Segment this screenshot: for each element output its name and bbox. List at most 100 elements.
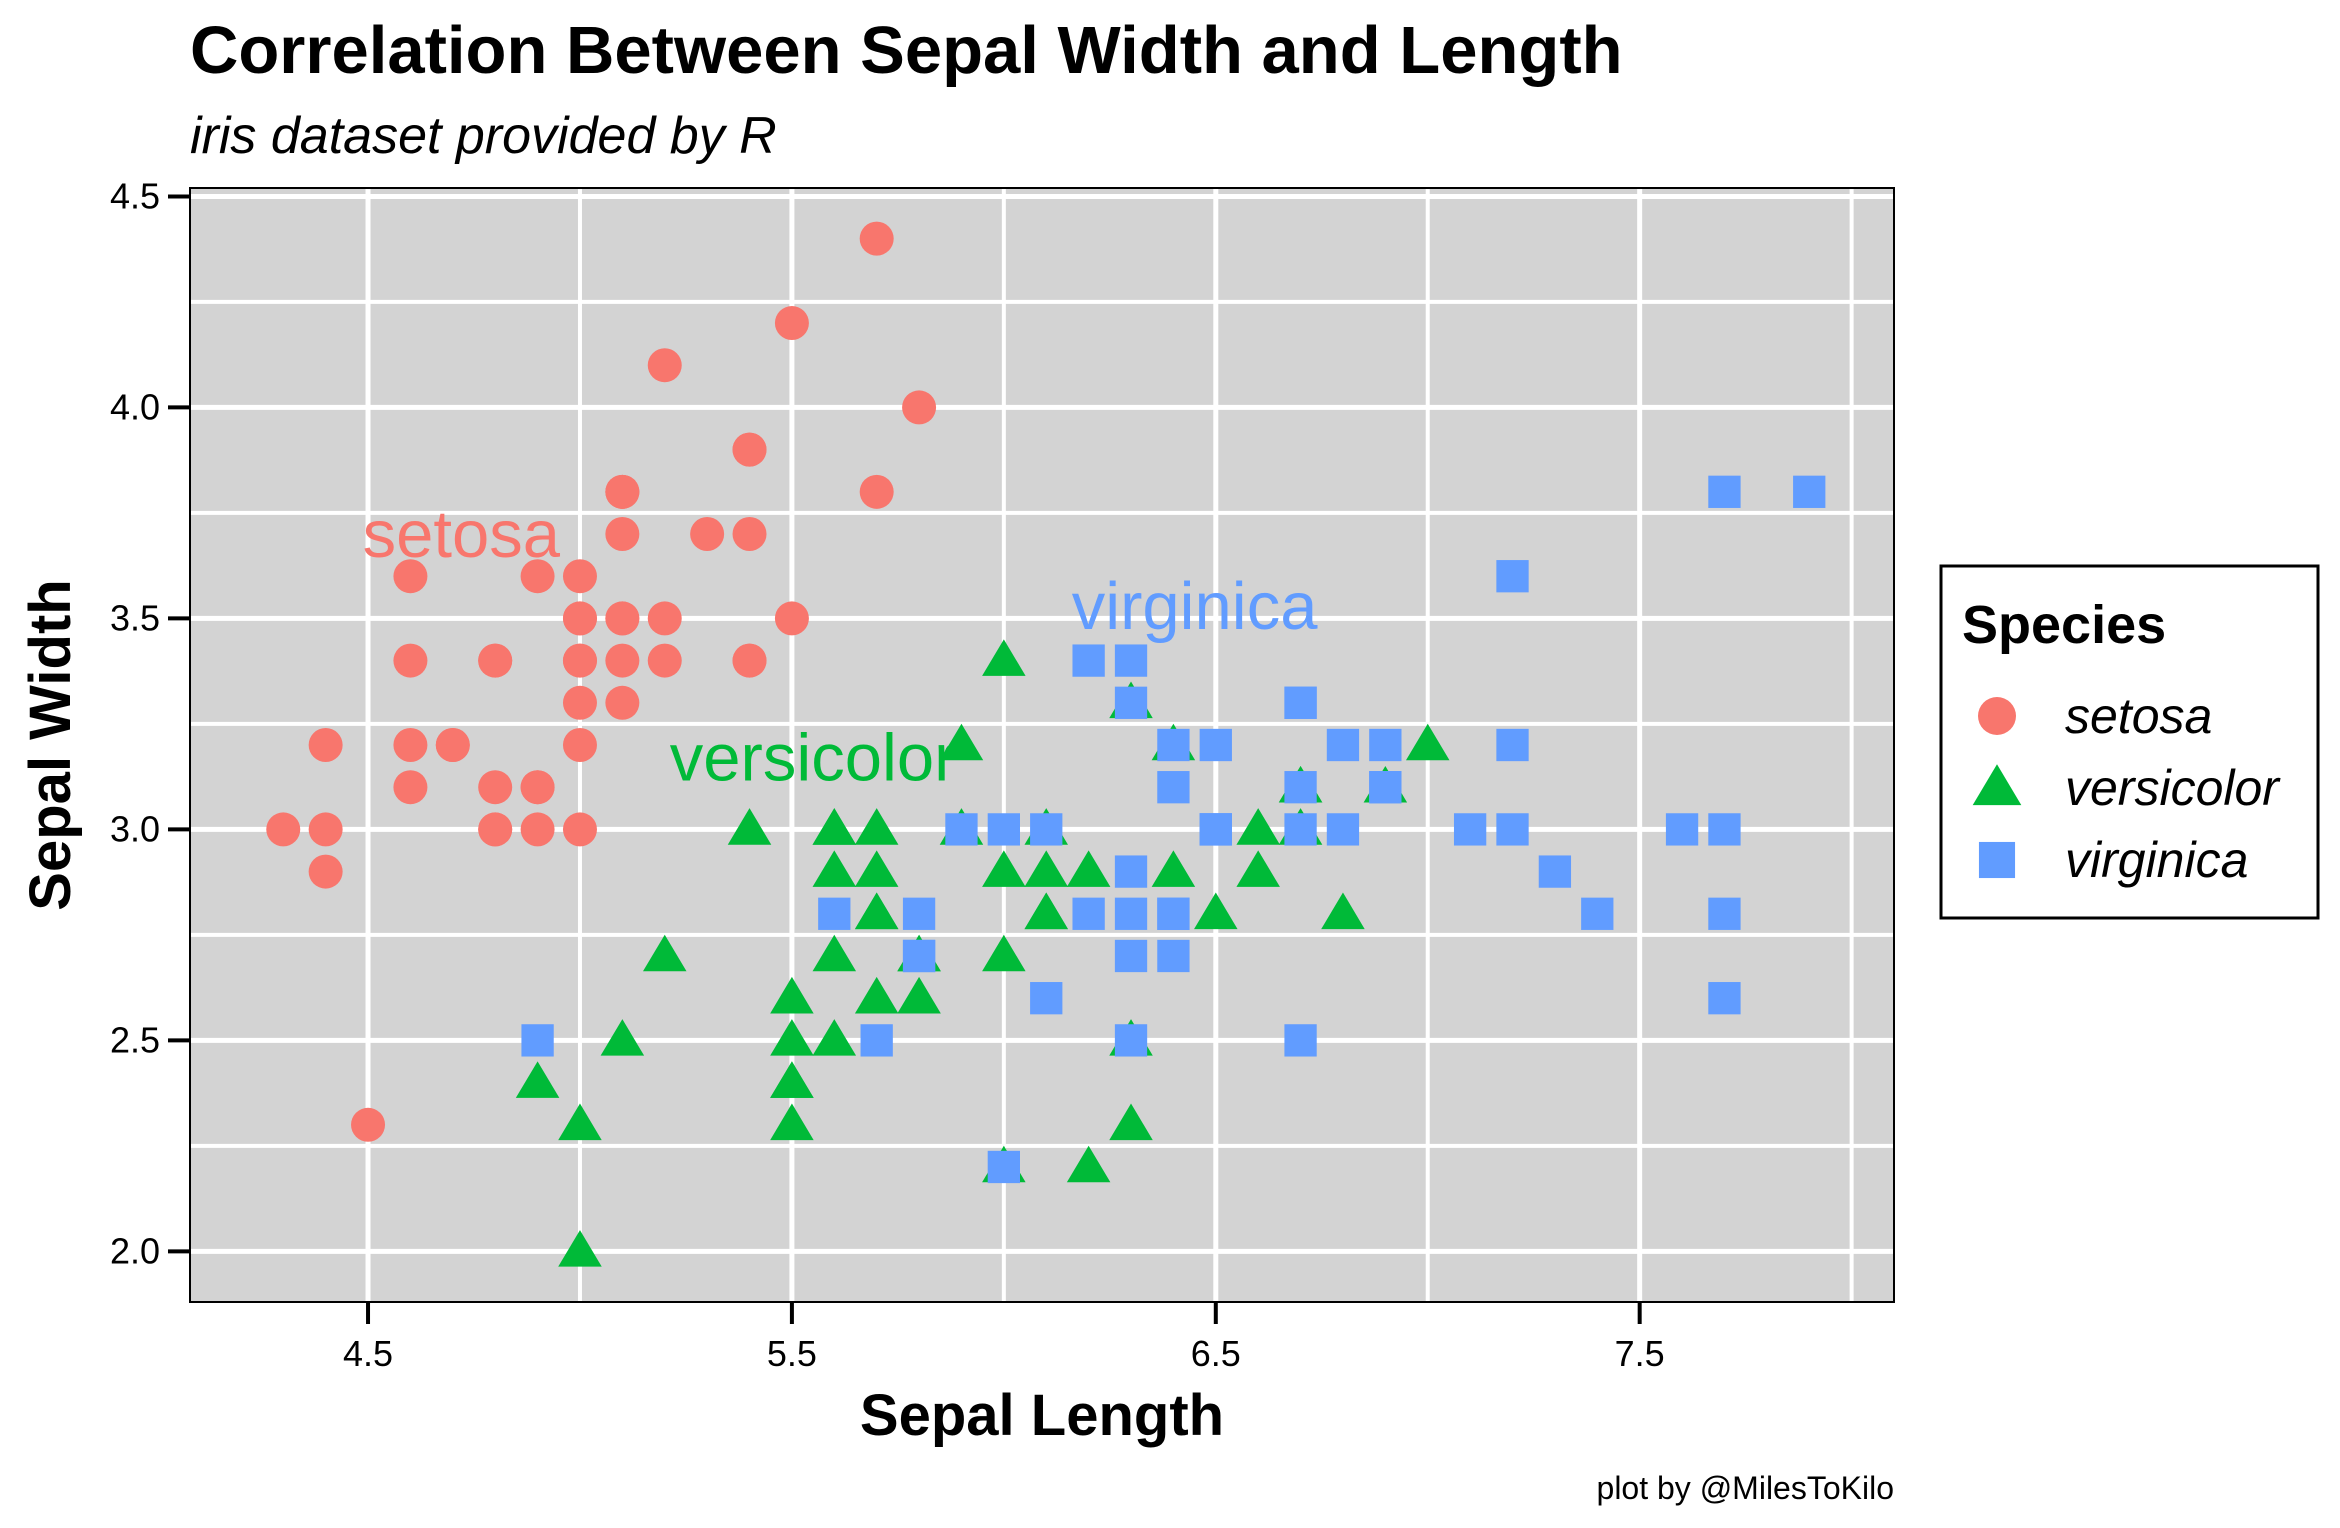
data-point-setosa: [308, 728, 343, 762]
legend-label-versicolor: versicolor: [2065, 760, 2281, 816]
data-point-versicolor: [1066, 850, 1111, 887]
data-point-setosa: [478, 770, 513, 805]
y-tick-label: 4.0: [110, 386, 160, 427]
data-point-versicolor: [812, 850, 857, 887]
data-point-virginica: [818, 897, 851, 930]
data-point-setosa: [732, 643, 767, 678]
data-point-setosa: [520, 812, 555, 847]
data-point-versicolor: [727, 808, 772, 845]
data-point-virginica: [987, 1150, 1021, 1184]
data-point-versicolor: [770, 1103, 814, 1141]
data-point-versicolor: [854, 892, 899, 930]
legend-title: Species: [1962, 595, 2166, 655]
data-point-setosa: [393, 559, 428, 594]
legend-key-setosa: [1978, 697, 2016, 735]
data-point-virginica: [1114, 1024, 1148, 1057]
data-point-versicolor: [1109, 1103, 1153, 1141]
data-point-virginica: [1114, 939, 1148, 973]
data-point-versicolor: [1151, 850, 1196, 887]
x-tick-label: 7.5: [1615, 1333, 1665, 1374]
data-point-virginica: [1157, 939, 1190, 973]
data-point-virginica: [1114, 644, 1148, 677]
data-point-virginica: [1708, 982, 1741, 1015]
data-point-virginica: [1114, 855, 1148, 888]
y-tick-label: 3.5: [110, 597, 160, 638]
data-point-setosa: [732, 432, 767, 467]
data-point-setosa: [520, 559, 555, 594]
data-point-setosa: [647, 348, 682, 383]
data-point-virginica: [521, 1024, 554, 1057]
data-point-virginica: [1072, 644, 1105, 677]
data-point-virginica: [1284, 813, 1317, 846]
data-point-setosa: [562, 685, 597, 720]
data-point-virginica: [1030, 813, 1063, 846]
y-tick-label: 2.5: [110, 1019, 160, 1060]
data-point-setosa: [308, 854, 343, 889]
data-point-setosa: [605, 474, 640, 509]
legend-entries: setosa versicolor virginica: [1972, 688, 2281, 888]
legend-key-virginica: [1978, 841, 2016, 879]
data-point-virginica: [945, 813, 978, 846]
data-point-virginica: [1453, 813, 1487, 846]
y-tick-label: 3.0: [110, 808, 160, 849]
data-point-versicolor: [1405, 723, 1450, 761]
data-point-setosa: [562, 812, 597, 847]
legend-label-setosa: setosa: [2065, 688, 2212, 744]
data-point-virginica: [1030, 982, 1063, 1015]
data-point-setosa: [308, 812, 343, 847]
data-point-virginica: [902, 897, 936, 930]
data-point-versicolor: [642, 934, 687, 972]
data-point-versicolor: [982, 850, 1026, 887]
data-point-versicolor: [1236, 808, 1280, 845]
data-point-versicolor: [1236, 850, 1280, 887]
data-point-virginica: [1114, 686, 1148, 719]
y-tick-label: 2.0: [110, 1230, 160, 1271]
annotation-virginica: virginica: [1072, 569, 1318, 644]
data-point-virginica: [1199, 728, 1232, 762]
data-point-setosa: [859, 221, 894, 256]
data-point-versicolor: [939, 723, 984, 761]
annotation-versicolor: versicolor: [670, 721, 957, 796]
legend: Species setosa versicolor virginica: [1939, 564, 2320, 920]
data-point-virginica: [1114, 897, 1148, 930]
data-point-virginica: [1157, 771, 1190, 804]
data-point-virginica: [1581, 897, 1614, 930]
data-point-setosa: [393, 643, 428, 678]
chart-caption: plot by @MilesToKilo: [1597, 1470, 1894, 1506]
data-point-versicolor: [897, 976, 941, 1014]
x-tick-label: 6.5: [1191, 1333, 1241, 1374]
data-point-setosa: [774, 306, 809, 341]
data-point-versicolor: [1321, 892, 1365, 930]
data-point-versicolor: [515, 1061, 560, 1098]
data-point-setosa: [520, 770, 555, 805]
data-point-setosa: [435, 728, 470, 762]
species-annotations: setosa versicolor virginica: [363, 497, 1319, 796]
data-point-versicolor: [600, 1019, 645, 1056]
data-point-versicolor: [1024, 850, 1068, 887]
data-point-virginica: [1157, 897, 1190, 930]
data-point-setosa: [478, 643, 513, 678]
y-axis: 2.0 2.5 3.0 3.5 4.0 4.5: [110, 175, 190, 1271]
data-point-virginica: [1496, 813, 1529, 846]
x-tick-label: 5.5: [767, 1333, 817, 1374]
x-axis: 4.5 5.5 6.5 7.5: [343, 1302, 1665, 1374]
data-point-setosa: [732, 517, 767, 552]
data-point-versicolor: [982, 934, 1026, 972]
data-point-setosa: [562, 643, 597, 678]
data-point-setosa: [351, 1107, 386, 1142]
plot-border: [189, 187, 1895, 1303]
data-point-versicolor: [854, 850, 899, 887]
data-point-virginica: [1284, 686, 1317, 719]
x-tick-label: 4.5: [343, 1333, 393, 1374]
data-point-setosa: [647, 643, 682, 678]
data-point-versicolor: [1194, 892, 1238, 930]
data-point-virginica: [1199, 813, 1232, 846]
data-point-virginica: [860, 1024, 893, 1057]
data-point-versicolor: [770, 1019, 814, 1056]
data-point-virginica: [1326, 728, 1360, 762]
data-point-versicolor: [812, 934, 857, 972]
y-axis-title: Sepal Width: [18, 579, 83, 910]
data-point-versicolor: [1066, 1145, 1111, 1183]
data-point-virginica: [1708, 475, 1741, 508]
